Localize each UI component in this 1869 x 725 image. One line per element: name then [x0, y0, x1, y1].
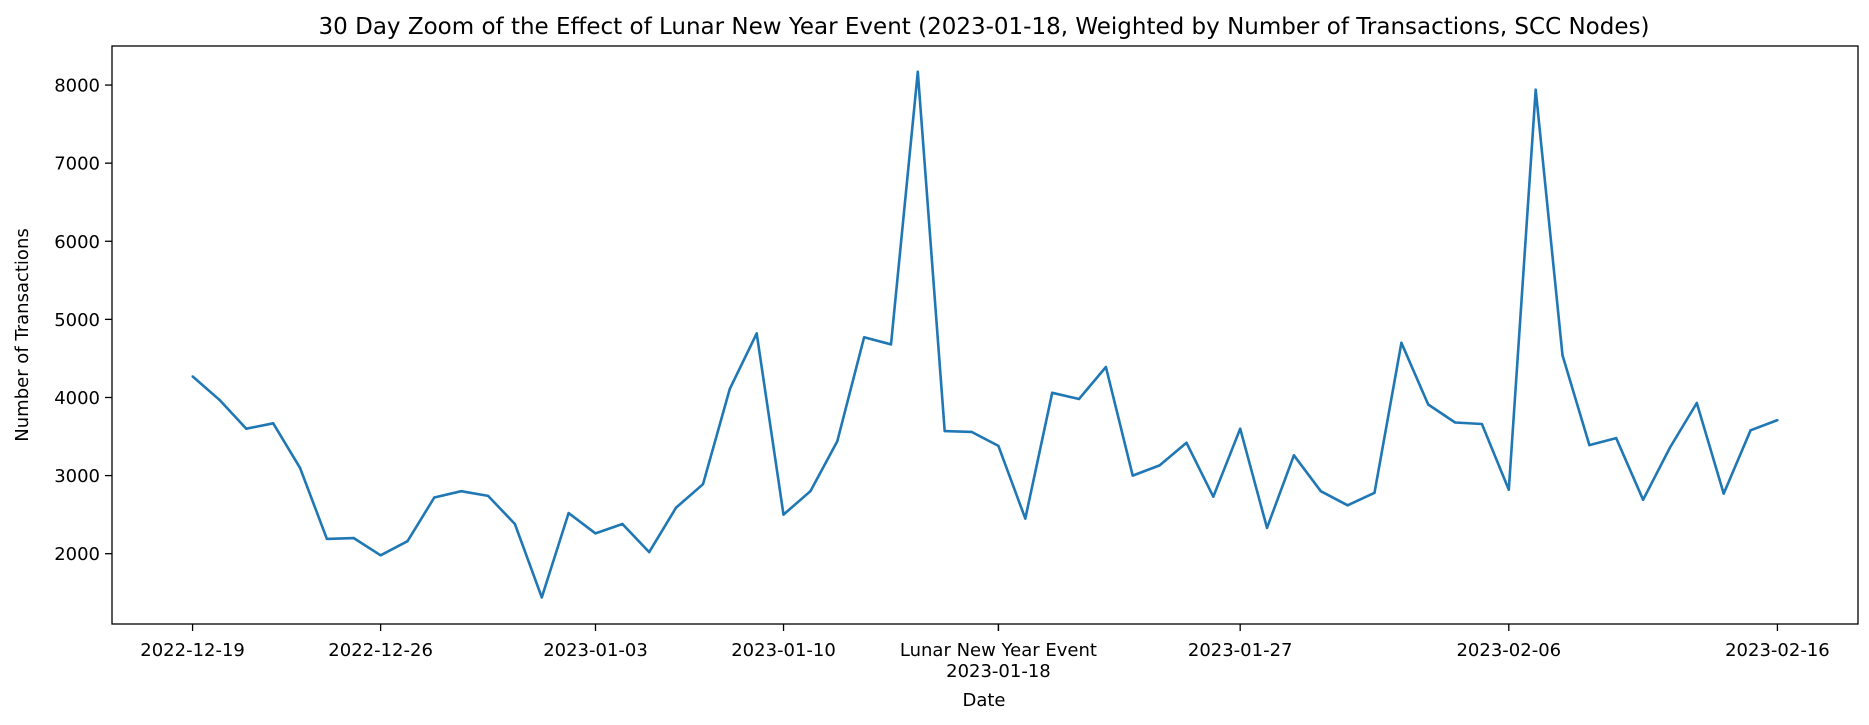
data-point	[513, 522, 517, 526]
data-point	[1749, 429, 1752, 432]
data-point	[245, 427, 248, 430]
data-point	[1346, 504, 1349, 507]
data-point	[433, 496, 436, 499]
data-point	[1722, 492, 1725, 495]
data-point	[1131, 474, 1134, 477]
y-tick-label: 5000	[54, 310, 100, 331]
data-point	[943, 429, 946, 433]
data-point	[1561, 354, 1564, 357]
data-point	[1265, 526, 1269, 530]
data-point	[540, 596, 543, 599]
data-point	[1238, 427, 1242, 430]
data-point	[1185, 441, 1188, 444]
x-tick-label: 2023-02-16	[1725, 640, 1830, 661]
series-line	[191, 70, 1778, 599]
data-point	[191, 375, 194, 378]
data-point	[1104, 365, 1108, 369]
y-axis: 2000 3000 4000 5000 6000 7000 8000	[54, 76, 112, 565]
x-axis-label: Date	[962, 690, 1005, 711]
data-point	[218, 398, 221, 402]
data-point	[1615, 436, 1618, 440]
data-point	[1695, 401, 1699, 405]
data-point	[298, 466, 302, 469]
data-point	[1534, 88, 1537, 91]
data-points	[191, 70, 1779, 599]
data-point	[782, 513, 785, 516]
data-point	[1668, 446, 1672, 449]
event-label: Lunar New Year Event	[900, 640, 1097, 661]
y-tick-label: 3000	[54, 466, 100, 487]
data-point	[648, 550, 651, 554]
x-tick-label: 2022-12-26	[328, 640, 433, 661]
data-point	[674, 506, 678, 509]
y-tick-label: 6000	[54, 232, 100, 253]
plot-area	[112, 46, 1858, 624]
data-point	[701, 482, 705, 486]
data-point	[1373, 491, 1376, 494]
y-axis-label: Number of Transactions	[12, 228, 33, 441]
data-point	[1212, 495, 1215, 498]
data-point	[1480, 422, 1484, 426]
y-tick-label: 4000	[54, 388, 100, 409]
data-point	[970, 430, 973, 434]
data-point	[1641, 498, 1645, 502]
data-point	[352, 536, 355, 540]
x-tick-label: 2022-12-19	[140, 640, 245, 661]
data-point	[271, 422, 275, 425]
data-point	[325, 537, 329, 541]
y-tick-label: 7000	[54, 154, 100, 175]
data-point	[486, 494, 490, 498]
data-point	[889, 343, 893, 346]
data-point	[1319, 490, 1322, 493]
data-point	[728, 387, 732, 391]
data-point	[862, 336, 866, 339]
plot-frame	[111, 45, 1859, 625]
data-point	[1427, 403, 1430, 406]
data-point	[406, 540, 409, 543]
y-tick-label: 8000	[54, 76, 100, 97]
data-point	[755, 332, 758, 335]
data-point	[1453, 421, 1457, 424]
data-point	[1776, 418, 1779, 422]
data-point	[1292, 454, 1296, 457]
data-point	[1024, 517, 1027, 520]
data-point	[621, 522, 624, 526]
data-point	[836, 440, 839, 443]
data-point	[1400, 341, 1403, 345]
x-axis: 2022-12-19 2022-12-26 2023-01-03 2023-01-10…	[140, 624, 1830, 682]
x-tick-label: 2023-01-10	[731, 640, 836, 661]
data-point	[997, 444, 1000, 448]
data-point	[809, 490, 812, 493]
x-tick-label: 2023-01-03	[543, 640, 648, 661]
data-point	[1050, 391, 1054, 394]
data-point	[567, 511, 570, 515]
y-tick-label: 2000	[54, 544, 100, 565]
chart-title: 30 Day Zoom of the Effect of Lunar New Y…	[319, 14, 1650, 40]
data-point	[379, 554, 382, 557]
x-tick-label: 2023-01-18	[946, 661, 1051, 682]
data-point	[1588, 443, 1591, 447]
x-tick-label: 2023-01-27	[1188, 640, 1293, 661]
data-point	[1507, 488, 1511, 491]
data-point	[460, 490, 463, 493]
x-tick-label: 2023-02-06	[1456, 640, 1561, 661]
data-point	[916, 70, 920, 73]
data-point	[594, 532, 597, 535]
data-point	[1077, 397, 1081, 401]
data-point	[1158, 464, 1161, 467]
